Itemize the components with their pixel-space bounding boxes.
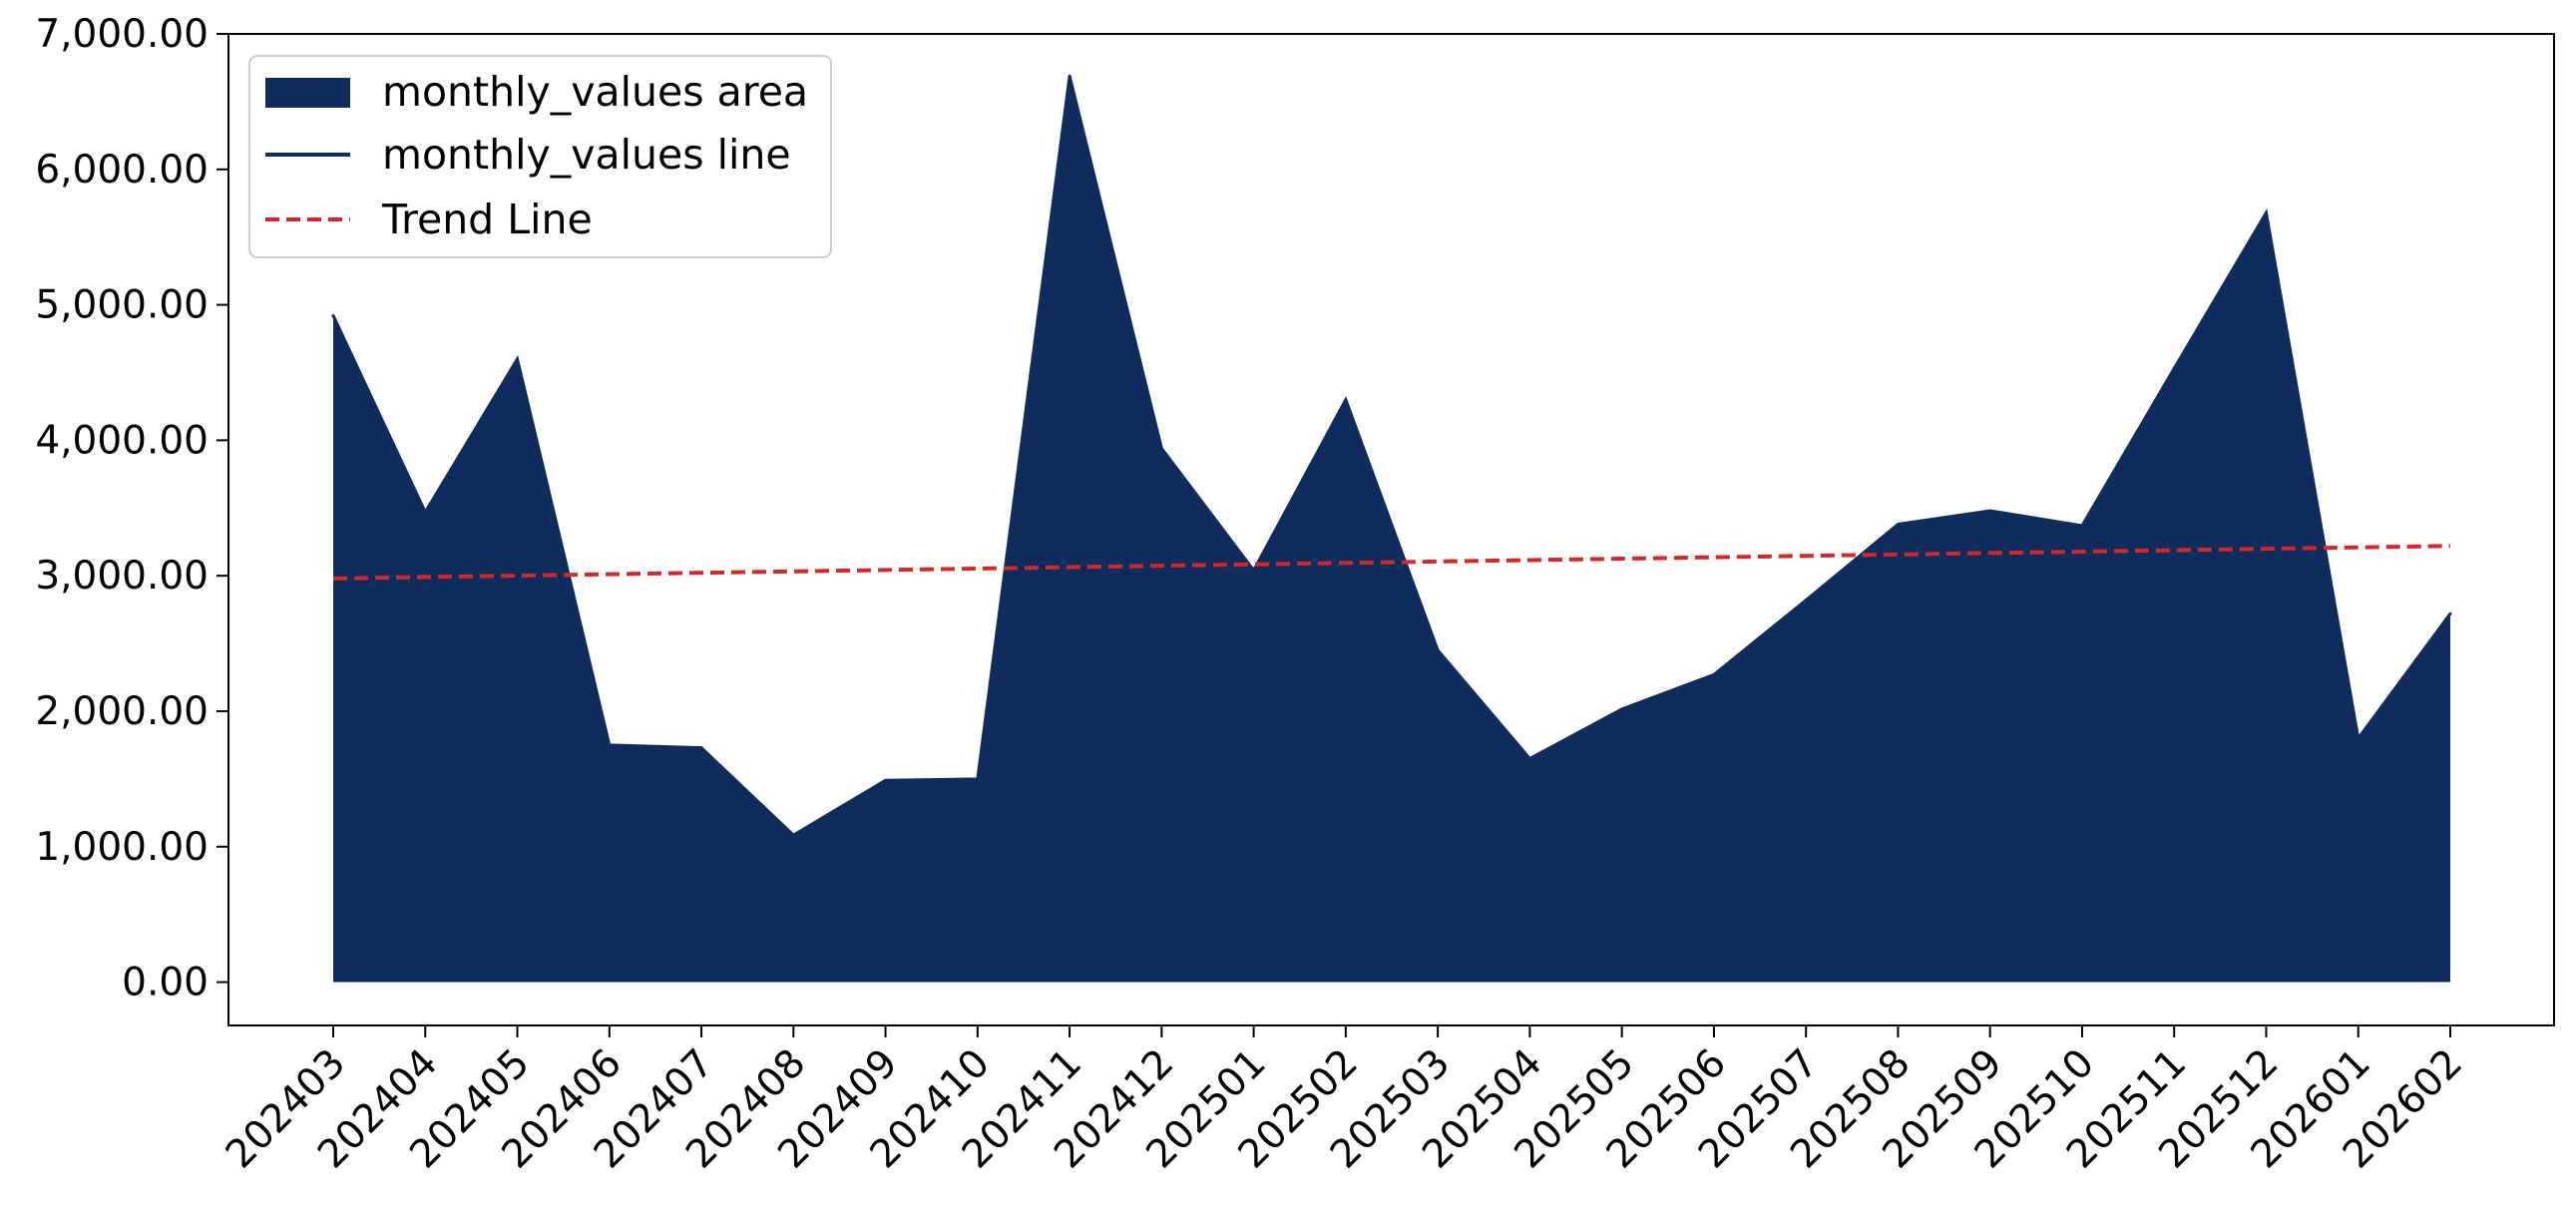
y-tick-label-7: 7,000.00 [35,12,209,57]
data-point-202411 [1068,74,1072,78]
y-tick-label-6: 6,000.00 [35,148,209,193]
legend: monthly_values area monthly_values line … [248,55,832,258]
legend-label-line: monthly_values line [382,131,791,179]
y-tick-label-0: 0.00 [122,961,209,1006]
y-tick-label-2: 2,000.00 [35,689,209,734]
data-point-202405 [516,357,520,361]
data-point-202512 [2264,210,2268,214]
y-tick-label-4: 4,000.00 [35,418,209,463]
data-point-202501 [1252,569,1256,573]
data-point-202412 [1159,447,1163,451]
data-point-202507 [1804,599,1808,603]
legend-label-trend: Trend Line [381,196,593,243]
legend-label-area: monthly_values area [382,68,808,116]
data-point-202601 [2357,736,2361,740]
data-point-202404 [423,510,427,514]
data-point-202506 [1712,672,1716,676]
data-point-202408 [791,833,795,837]
data-point-202510 [2080,524,2084,528]
data-point-202409 [884,778,888,782]
data-point-202407 [699,746,703,750]
plot-area [331,74,2452,983]
y-axis: 0.00 1,000.00 2,000.00 3,000.00 4,000.00 5,00… [35,12,228,1006]
legend-swatch-area [265,78,350,108]
axes-frame [227,33,2555,1026]
data-point-202505 [1620,707,1624,711]
trend-line [332,544,2451,581]
data-point-202406 [608,743,612,747]
data-point-202503 [1436,648,1440,652]
data-point-202502 [1344,398,1348,402]
legend-box [248,55,832,258]
data-point-202410 [976,777,980,781]
data-point-202508 [1896,523,1900,527]
data-point-202504 [1527,756,1531,760]
y-tick-label-3: 3,000.00 [35,554,209,599]
data-point-202509 [1988,509,1992,513]
data-point-202403 [331,313,335,317]
y-tick-label-5: 5,000.00 [35,283,209,328]
data-point-202602 [2448,611,2452,615]
series-line [331,75,2452,838]
data-point-202511 [2172,366,2176,370]
y-tick-label-1: 1,000.00 [35,825,209,870]
